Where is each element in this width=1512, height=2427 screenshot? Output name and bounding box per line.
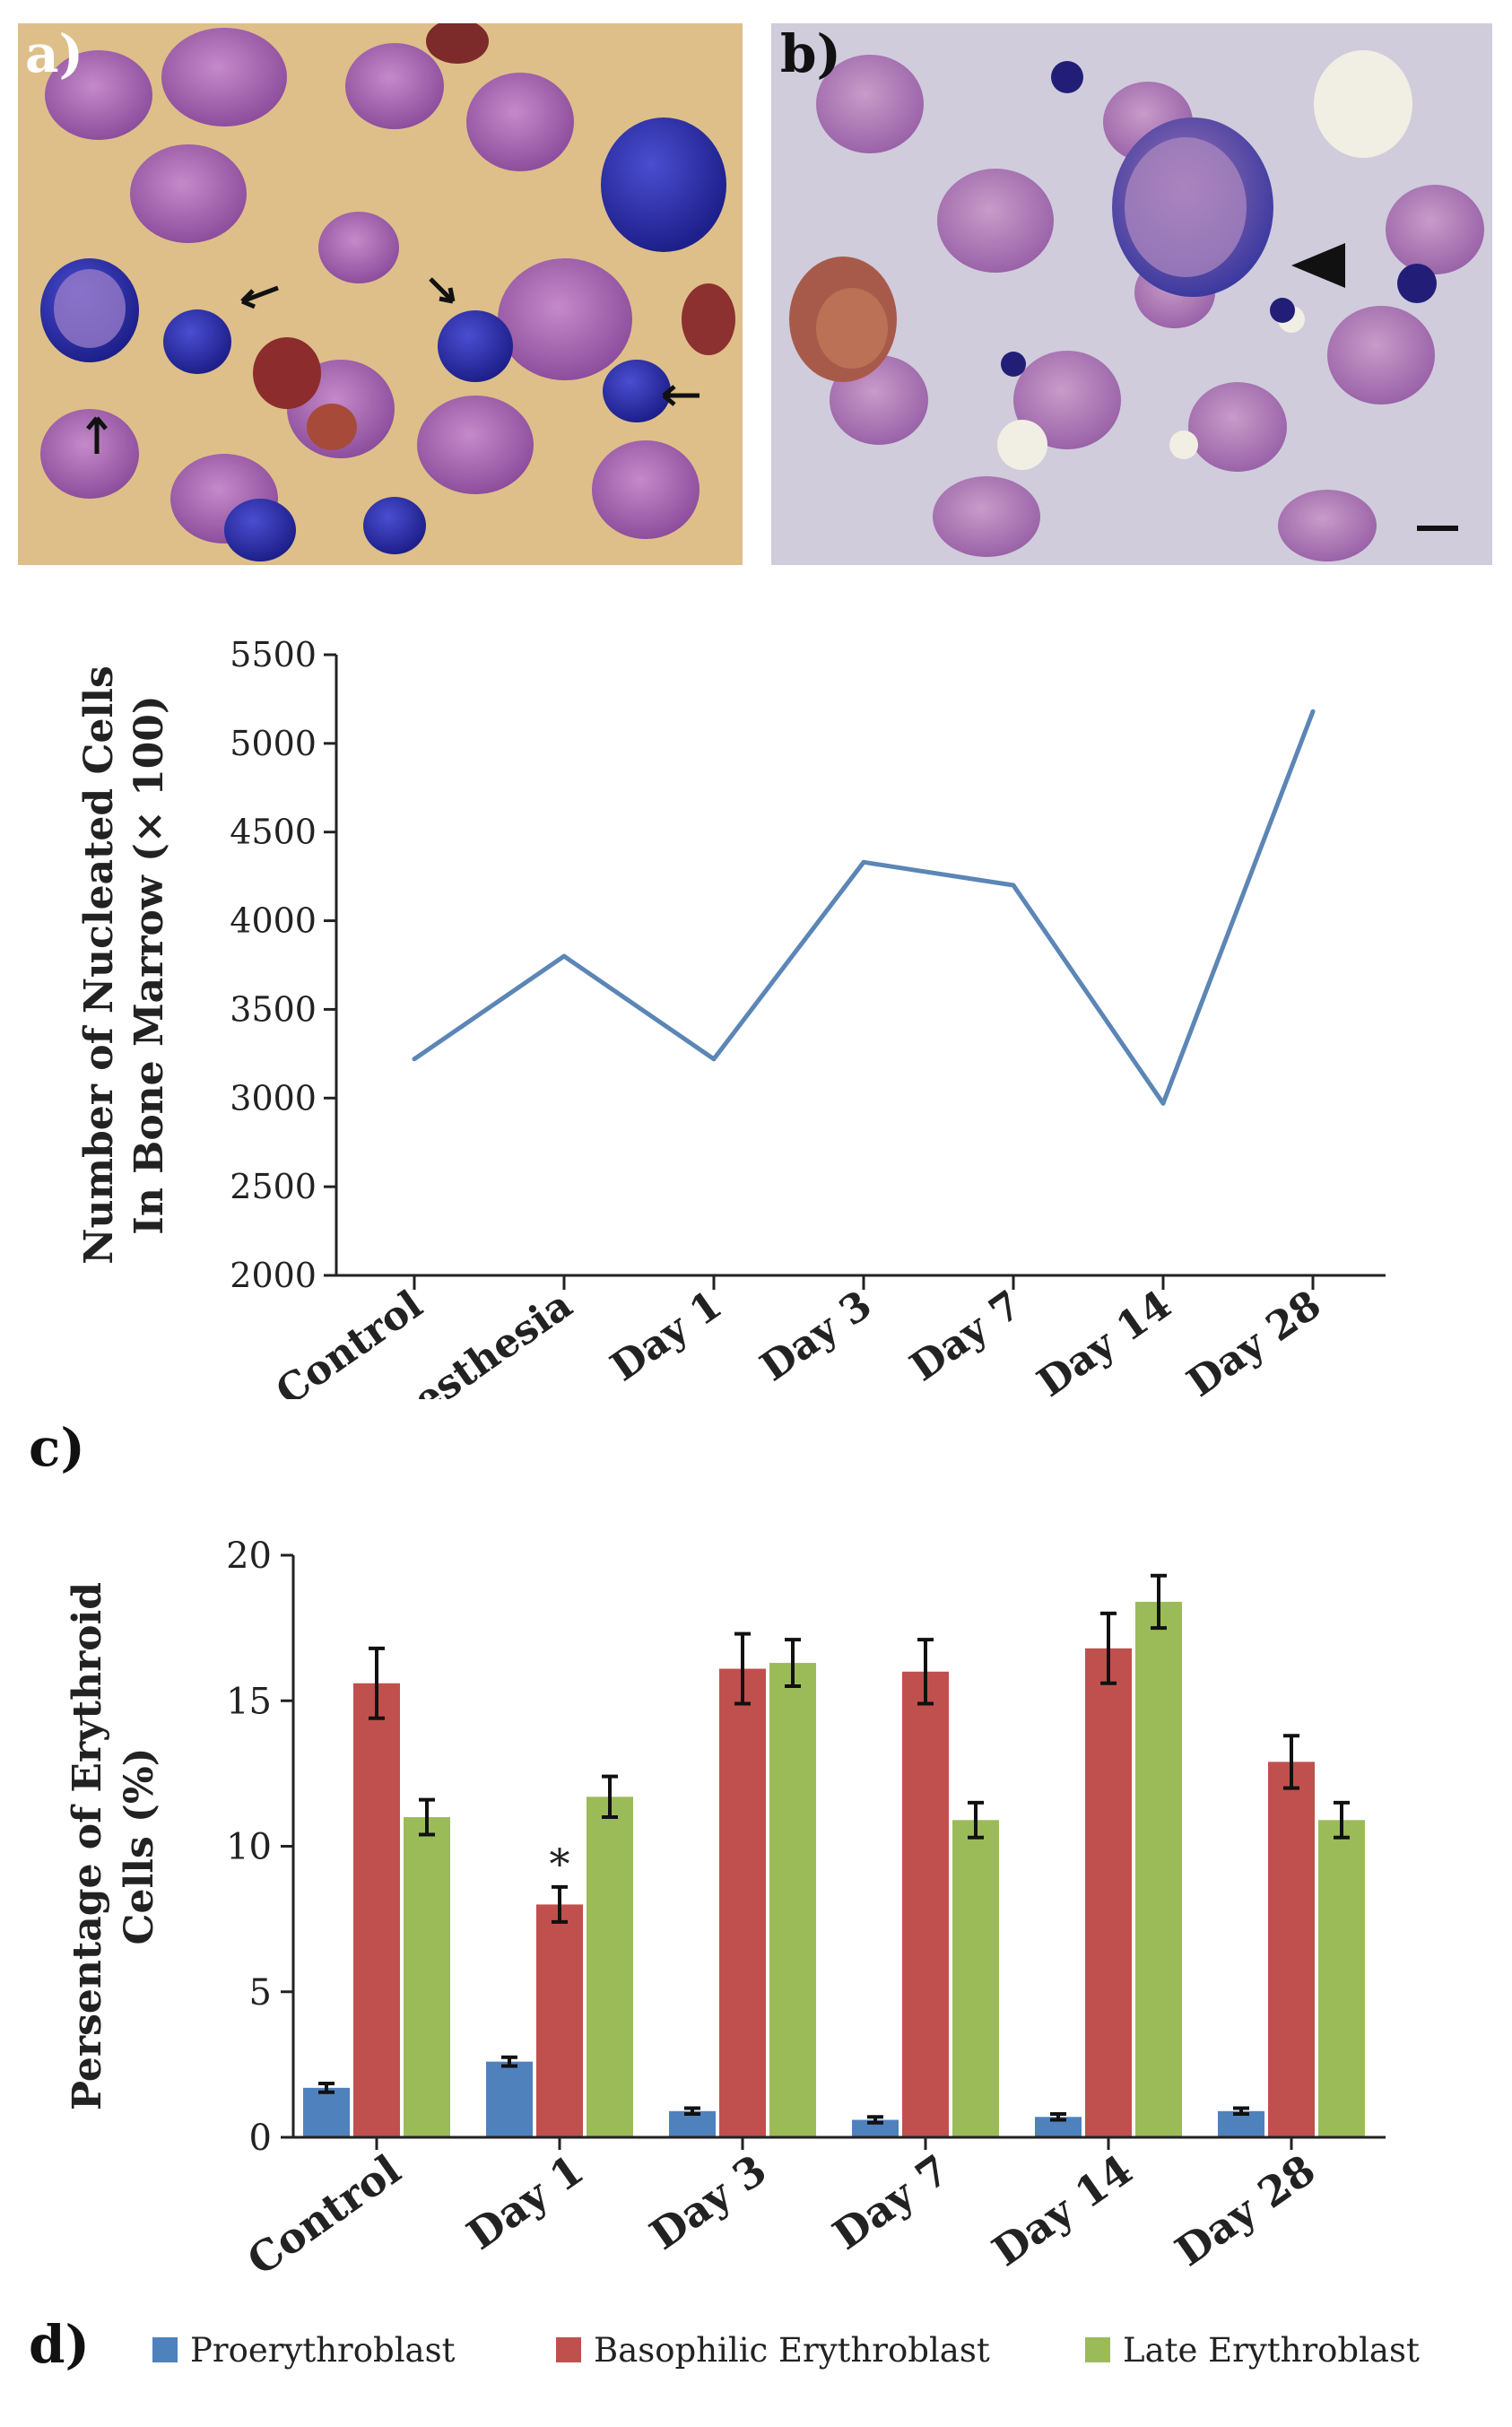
cells-red-a — [253, 23, 735, 450]
legend-item-late: Late Erythroblast — [1085, 2323, 1420, 2377]
bar-2-3 — [952, 1820, 999, 2137]
bar-1-5 — [1268, 1762, 1315, 2137]
x-tick-label-d: Day 3 — [641, 2145, 775, 2259]
legend-label-basophilic: Basophilic Erythroblast — [594, 2330, 990, 2370]
y-tick-label-d: 15 — [226, 1681, 272, 1722]
bar-0-0 — [303, 2087, 350, 2137]
micrograph-b — [771, 23, 1492, 565]
bar-1-1 — [536, 1904, 583, 2137]
bar-2-4 — [1135, 1601, 1182, 2137]
legend: Proerythroblast Basophilic Erythroblast … — [152, 2323, 1498, 2377]
bar-0-4 — [1035, 2117, 1082, 2137]
panel-label-d: d) — [29, 2314, 90, 2375]
large-cell-b — [1112, 117, 1273, 297]
bar-0-1 — [486, 2061, 533, 2137]
y-axis-label-d: Persentage of Erythroid Cells (%) — [65, 1582, 162, 2110]
y-tick-label-c: 2000 — [230, 1256, 317, 1295]
data-point-c — [561, 953, 567, 959]
x-tick-label-c: Control — [268, 1282, 431, 1399]
legend-item-basophilic: Basophilic Erythroblast — [556, 2323, 990, 2377]
cells-pink-a — [40, 28, 700, 544]
x-tick-label-c: Day 28 — [1179, 1282, 1330, 1399]
y-tick-label-c: 5500 — [230, 635, 317, 674]
x-tick-label-d: Day 14 — [984, 2145, 1142, 2275]
vacuoles-b — [997, 50, 1412, 470]
data-point-c — [1310, 709, 1316, 714]
dark-nuclei-b — [1001, 61, 1437, 377]
y-tick-label-c: 4000 — [230, 901, 317, 941]
y-tick-label-c: 2500 — [230, 1167, 317, 1206]
y-tick-label-d: 20 — [226, 1535, 272, 1577]
bar-1-0 — [353, 1683, 400, 2137]
series-line-c — [413, 710, 1316, 1106]
scale-bar — [1417, 526, 1458, 531]
x-tick-label-d: Day 28 — [1167, 2145, 1325, 2275]
cells-pink-b — [816, 55, 1484, 561]
bar-1-4 — [1085, 1648, 1132, 2137]
x-tick-label-c: Day 1 — [603, 1282, 730, 1390]
bar-2-0 — [404, 1817, 450, 2137]
bar-1-2 — [719, 1668, 766, 2137]
x-tick-label-d: Day 7 — [824, 2145, 958, 2259]
data-point-c — [1011, 883, 1016, 888]
x-tick-label-d: Day 1 — [458, 2145, 592, 2259]
y-tick-label-c: 5000 — [230, 724, 317, 763]
cells-red-b — [789, 257, 897, 382]
y-tick-label-c: 3500 — [230, 989, 317, 1029]
legend-swatch-basophilic — [556, 2337, 581, 2362]
panel-label-b: b) — [780, 23, 841, 84]
x-tick-label-c: Day 7 — [902, 1282, 1030, 1390]
legend-label-late: Late Erythroblast — [1123, 2330, 1420, 2370]
bar-1-3 — [902, 1671, 949, 2137]
data-point-c — [711, 1057, 717, 1062]
significance-marker: * — [550, 1840, 570, 1888]
legend-swatch-proerythroblast — [152, 2337, 178, 2362]
bar-2-2 — [769, 1663, 816, 2137]
arrows-a — [86, 277, 700, 454]
legend-item-proerythroblast: Proerythroblast — [152, 2323, 455, 2377]
y-tick-label-d: 5 — [249, 1972, 272, 2014]
data-point-c — [1160, 1100, 1166, 1106]
line-chart-nucleated-cells: 20002500300035004000450050005500ControlA… — [76, 635, 1386, 1399]
data-point-c — [861, 859, 866, 865]
micrograph-a — [18, 23, 743, 565]
x-tick-label-d: Control — [239, 2145, 409, 2285]
y-tick-label-d: 10 — [226, 1827, 272, 1868]
x-tick-label-c: Day 14 — [1030, 1282, 1180, 1399]
legend-swatch-late — [1085, 2337, 1110, 2362]
data-point-c — [412, 1057, 417, 1062]
bar-2-5 — [1318, 1820, 1365, 2137]
bar-chart-erythroid-cells: 0 5 10 15 20 Control Day 1 Day 3 Day 7 Day 14 Day … — [65, 1535, 1386, 2285]
legend-label-proerythroblast: Proerythroblast — [190, 2330, 456, 2370]
panel-label-a: a) — [25, 23, 84, 84]
cells-blue-a — [40, 117, 726, 561]
y-tick-label-c: 3000 — [230, 1078, 317, 1118]
x-tick-label-c: Day 3 — [752, 1282, 880, 1390]
bar-2-1 — [587, 1796, 633, 2137]
arrowhead-b — [1291, 243, 1345, 288]
y-tick-label-d: 0 — [249, 2118, 272, 2159]
y-tick-label-c: 4500 — [230, 813, 317, 852]
panel-label-c: c) — [29, 1417, 85, 1478]
bar-0-3 — [852, 2119, 899, 2137]
y-axis-label-c: Number of Nucleated Cells In Bone Marrow … — [76, 665, 172, 1264]
